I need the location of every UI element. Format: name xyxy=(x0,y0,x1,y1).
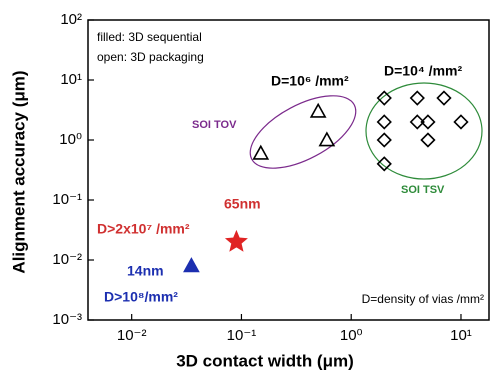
series-label: SOI TSV xyxy=(401,184,445,196)
x-tick-label: 10¹ xyxy=(450,327,472,344)
y-tick-label: 10⁻¹ xyxy=(52,191,82,208)
point xyxy=(420,132,436,148)
point xyxy=(409,114,425,130)
y-tick-label: 10⁻² xyxy=(52,251,82,268)
point xyxy=(252,144,270,160)
x-axis-title: 3D contact width (μm) xyxy=(176,351,354,370)
annotation: D=10⁴ /mm² xyxy=(384,63,462,79)
point xyxy=(318,131,336,147)
series-label: SOI TOV xyxy=(192,119,237,131)
y-tick-label: 10⁰ xyxy=(59,131,82,148)
annotation: D=density of vias /mm² xyxy=(362,292,484,306)
point xyxy=(453,114,469,130)
point xyxy=(376,90,392,106)
point xyxy=(376,114,392,130)
series-label: 65nm xyxy=(224,196,261,212)
annotation: D>10⁸/mm² xyxy=(104,289,178,305)
series-label: 14nm xyxy=(127,263,164,279)
point xyxy=(183,257,200,273)
annotation: open: 3D packaging xyxy=(97,50,204,64)
point xyxy=(376,156,392,172)
point xyxy=(436,90,452,106)
tov-ellipse xyxy=(249,95,357,169)
point xyxy=(420,114,436,130)
x-tick-label: 10⁰ xyxy=(340,327,363,344)
x-tick-label: 10⁻² xyxy=(117,327,147,344)
y-tick-label: 10⁻³ xyxy=(52,311,82,328)
annotation: filled: 3D sequential xyxy=(97,30,202,44)
x-tick-label: 10⁻¹ xyxy=(227,327,257,344)
annotation: D=10⁶ /mm² xyxy=(271,73,349,89)
point xyxy=(309,102,327,118)
point xyxy=(224,229,248,252)
y-axis-title: Alignment accuracy (μm) xyxy=(9,70,28,273)
y-tick-label: 10² xyxy=(60,11,82,28)
tsv-ellipse xyxy=(365,82,483,180)
point xyxy=(376,132,392,148)
y-tick-label: 10¹ xyxy=(60,71,82,88)
point xyxy=(409,90,425,106)
plot-frame xyxy=(87,19,490,321)
annotation: D>2x10⁷ /mm² xyxy=(97,221,190,237)
